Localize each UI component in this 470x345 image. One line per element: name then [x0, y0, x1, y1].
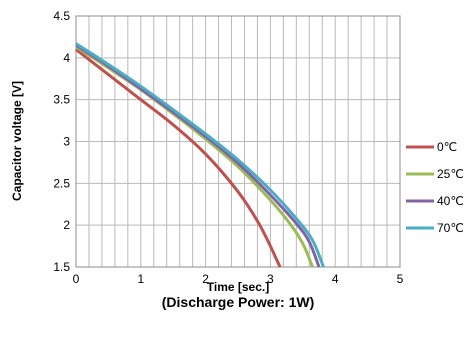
x-tick-label: 0 [73, 272, 80, 286]
legend-entry: 40℃ [437, 194, 464, 208]
legend-entry: 25℃ [437, 167, 464, 181]
x-axis-label: Time [sec.] [207, 280, 269, 294]
x-tick-label: 4 [332, 272, 339, 286]
chart-caption: (Discharge Power: 1W) [162, 294, 314, 310]
grid [76, 16, 400, 267]
x-axis-ticks: 0 1 2 3 4 5 [73, 272, 404, 286]
series-line-2 [75, 44, 321, 268]
x-tick-label: 2 [202, 272, 209, 286]
y-axis-label: Capacitor voltage [V] [10, 81, 24, 201]
x-tick-label: 3 [267, 272, 274, 286]
legend-entry: 0℃ [437, 140, 457, 154]
series-line-3 [75, 42, 325, 268]
series-line-1 [75, 45, 314, 268]
y-tick-label: 4 [63, 51, 70, 65]
plot-frame [75, 15, 401, 268]
y-tick-label: 3 [63, 135, 70, 149]
y-tick-label: 2 [63, 218, 70, 232]
y-tick-label: 2.5 [53, 176, 70, 190]
y-tick-label: 4.5 [53, 9, 70, 23]
legend-entry: 70℃ [437, 221, 464, 235]
x-tick-label: 5 [397, 272, 404, 286]
y-tick-label: 3.5 [53, 93, 70, 107]
legend: 0℃ 25℃ 40℃ 70℃ [406, 140, 464, 235]
series-lines [75, 42, 325, 268]
y-tick-label: 1.5 [53, 260, 70, 274]
y-axis-ticks: 1.5 2 2.5 3 3.5 4 4.5 [53, 9, 70, 274]
series-line-0 [75, 48, 282, 268]
x-tick-label: 1 [137, 272, 144, 286]
